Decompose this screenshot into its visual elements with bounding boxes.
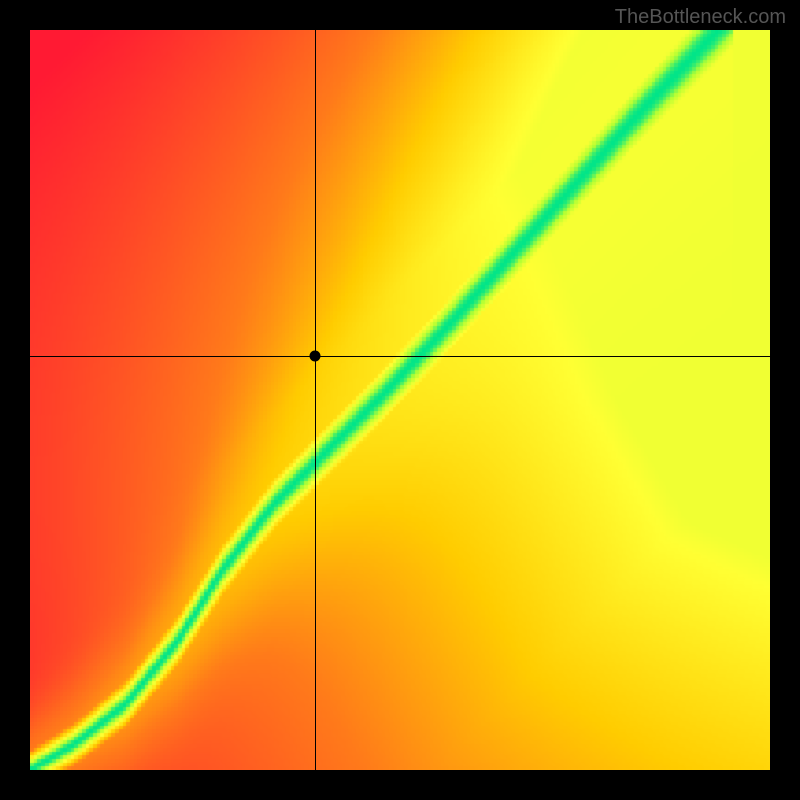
watermark-text: TheBottleneck.com [615,6,786,29]
selection-marker[interactable] [309,350,320,361]
chart-container: TheBottleneck.com [0,0,800,800]
crosshair-horizontal [30,356,770,357]
bottleneck-heatmap [30,30,770,770]
plot-area [30,30,770,770]
crosshair-vertical [315,30,316,770]
